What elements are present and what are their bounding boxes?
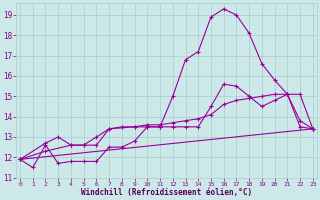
X-axis label: Windchill (Refroidissement éolien,°C): Windchill (Refroidissement éolien,°C)	[81, 188, 252, 197]
